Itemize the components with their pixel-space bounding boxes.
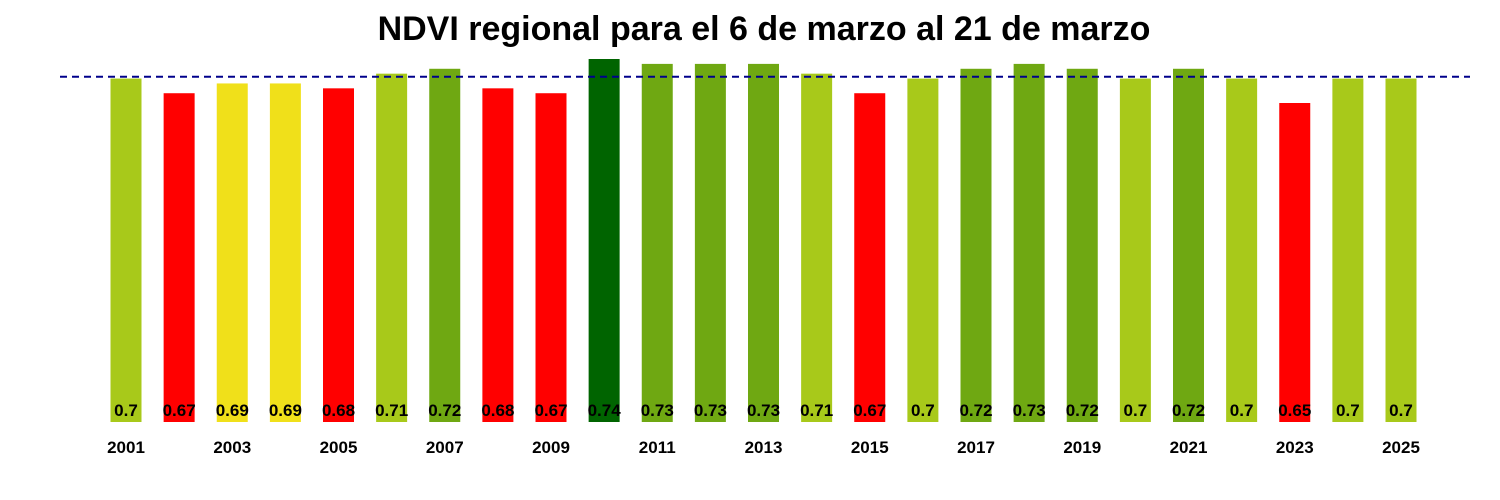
value-label-2015: 0.67 bbox=[853, 401, 886, 420]
value-label-2016: 0.7 bbox=[911, 401, 935, 420]
x-tick-label-2005: 2005 bbox=[320, 438, 358, 457]
x-tick-label-2025: 2025 bbox=[1382, 438, 1420, 457]
value-label-2013: 0.73 bbox=[747, 401, 780, 420]
bar-2024 bbox=[1332, 78, 1364, 422]
value-label-2023: 0.65 bbox=[1278, 401, 1311, 420]
value-label-2025: 0.7 bbox=[1389, 401, 1413, 420]
bar-2021 bbox=[1173, 68, 1204, 422]
bar-2001 bbox=[110, 78, 142, 422]
value-label-2006: 0.71 bbox=[375, 401, 408, 420]
x-tick-label-2023: 2023 bbox=[1276, 438, 1314, 457]
bar-2011 bbox=[641, 63, 673, 422]
x-tick-label-2007: 2007 bbox=[426, 438, 464, 457]
bar-2025 bbox=[1385, 78, 1417, 422]
bar-2013 bbox=[748, 63, 779, 422]
value-label-2005: 0.68 bbox=[322, 401, 355, 420]
value-label-2008: 0.68 bbox=[481, 401, 514, 420]
value-label-2024: 0.7 bbox=[1336, 401, 1360, 420]
value-label-2001: 0.7 bbox=[114, 401, 138, 420]
bar-2005 bbox=[323, 88, 354, 422]
bar-2015 bbox=[854, 93, 886, 422]
x-tick-label-2003: 2003 bbox=[213, 438, 251, 457]
chart-title: NDVI regional para el 6 de marzo al 21 d… bbox=[377, 10, 1151, 48]
value-label-2011: 0.73 bbox=[641, 401, 674, 420]
bar-2016 bbox=[907, 78, 939, 422]
bar-2017 bbox=[960, 68, 992, 422]
value-label-2019: 0.72 bbox=[1066, 401, 1099, 420]
bar-2019 bbox=[1066, 68, 1098, 422]
value-label-2004: 0.69 bbox=[269, 401, 302, 420]
x-tick-label-2009: 2009 bbox=[532, 438, 570, 457]
bar-2008 bbox=[482, 88, 514, 422]
bar-2003 bbox=[216, 83, 248, 422]
x-tick-label-2013: 2013 bbox=[745, 438, 783, 457]
x-tick-label-2001: 2001 bbox=[107, 438, 145, 457]
x-tick-label-2021: 2021 bbox=[1170, 438, 1208, 457]
bar-2014 bbox=[801, 73, 833, 423]
value-label-2018: 0.73 bbox=[1013, 401, 1046, 420]
bars-group bbox=[110, 59, 1417, 423]
bar-2023 bbox=[1279, 103, 1311, 422]
bar-2004 bbox=[269, 83, 301, 422]
bar-2012 bbox=[694, 63, 726, 422]
x-tick-label-2017: 2017 bbox=[957, 438, 995, 457]
bar-2006 bbox=[376, 73, 408, 423]
value-label-2017: 0.72 bbox=[959, 401, 992, 420]
value-label-2002: 0.67 bbox=[163, 401, 196, 420]
x-tick-label-2019: 2019 bbox=[1063, 438, 1101, 457]
value-label-2022: 0.7 bbox=[1230, 401, 1254, 420]
value-label-2007: 0.72 bbox=[428, 401, 461, 420]
bar-2007 bbox=[429, 68, 461, 422]
value-labels-group: 0.7 0.67 0.69 0.69 0.68 0.71 0.72 0.68 0.67 0.74 0… bbox=[114, 401, 1413, 420]
x-tick-label-2015: 2015 bbox=[851, 438, 889, 457]
value-label-2021: 0.72 bbox=[1172, 401, 1205, 420]
bar-2010 bbox=[588, 59, 620, 422]
value-label-2014: 0.71 bbox=[800, 401, 833, 420]
value-label-2010: 0.74 bbox=[588, 401, 622, 420]
value-label-2012: 0.73 bbox=[694, 401, 727, 420]
x-tick-label-2011: 2011 bbox=[639, 438, 676, 457]
bar-2002 bbox=[163, 93, 195, 422]
bar-2018 bbox=[1013, 63, 1045, 422]
bar-2022 bbox=[1226, 78, 1258, 422]
value-label-2003: 0.69 bbox=[216, 401, 249, 420]
value-label-2009: 0.67 bbox=[534, 401, 567, 420]
bar-2020 bbox=[1119, 78, 1151, 422]
value-label-2020: 0.7 bbox=[1124, 401, 1148, 420]
x-tick-labels-group: 2001 2003 2005 2007 2009 2011 2013 2015 2017 2019… bbox=[107, 438, 1420, 457]
bar-2009 bbox=[535, 93, 567, 422]
